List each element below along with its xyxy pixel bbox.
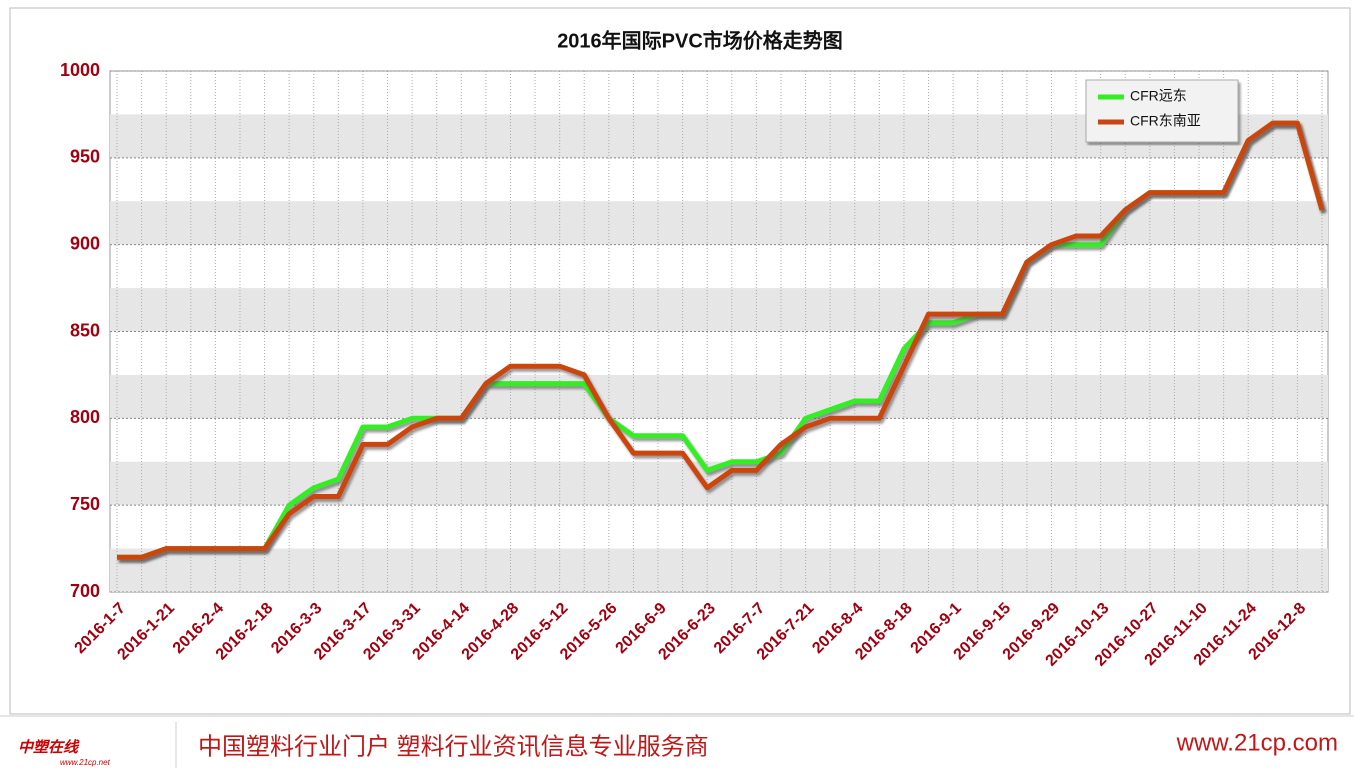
plot-area: 70075080085090095010002016-1-72016-1-212…: [60, 60, 1329, 670]
grid-band: [110, 374, 1328, 419]
y-tick-label: 750: [70, 494, 100, 514]
legend-box: [1085, 79, 1239, 143]
grid-band: [110, 201, 1328, 245]
y-tick-label: 850: [70, 320, 100, 340]
footer-site: www.21cp.com: [1176, 729, 1338, 756]
grid-band: [110, 548, 1328, 592]
legend: CFR远东 CFR东南亚: [1085, 79, 1239, 143]
y-tick-label: 950: [70, 147, 100, 167]
footer-logo: 中塑在线: [18, 739, 80, 756]
footer-slogan: 中国塑料行业门户 塑料行业资讯信息专业服务商: [198, 733, 709, 760]
y-tick-label: 1000: [60, 60, 100, 80]
footer-logo-url: www.21cp.net: [60, 758, 111, 767]
series-line: [117, 120, 1325, 560]
y-tick-label: 700: [70, 581, 100, 601]
legend-label: CFR东南亚: [1130, 113, 1201, 129]
grid-band: [110, 288, 1328, 332]
chart-title: 2016年国际PVC市场价格走势图: [557, 28, 843, 52]
legend-label: CFR远东: [1130, 88, 1187, 104]
y-tick-label: 800: [70, 407, 100, 427]
y-tick-label: 900: [70, 233, 100, 253]
